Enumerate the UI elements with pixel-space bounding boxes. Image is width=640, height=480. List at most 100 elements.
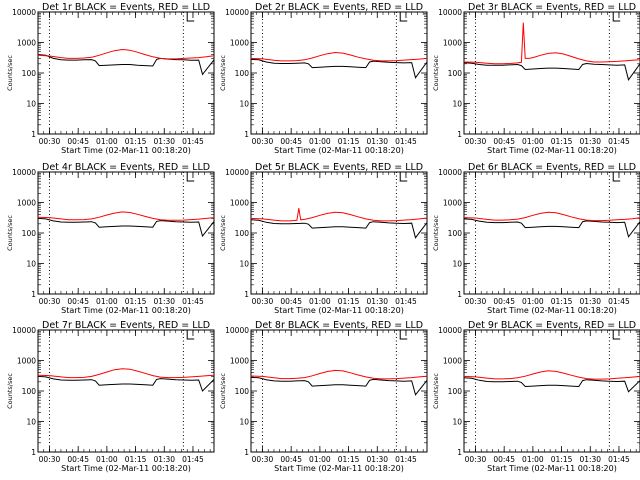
x-tick-label: 00:45 [280, 455, 302, 464]
plot-frame [250, 11, 428, 135]
y-tick-label: 100 [22, 387, 37, 396]
events-series-line [250, 58, 428, 79]
chart-panel-1: Det 1r BLACK = Events, RED = LLD 1 10 100 10… [6, 2, 215, 155]
y-tick-label: 1 [31, 448, 36, 457]
y-tick-label: 1000 [17, 357, 36, 366]
bracket-marker [612, 330, 621, 340]
x-tick-label: 00:30 [39, 455, 61, 464]
x-axis-label: Start Time (02-Mar-11 00:18:20) [61, 146, 191, 155]
events-series-line [37, 54, 215, 76]
x-axis-label: Start Time (02-Mar-11 00:18:20) [274, 306, 404, 315]
x-tick-label: 01:15 [551, 137, 573, 146]
y-axis-label: Counts/sec [6, 215, 14, 251]
x-tick-label: 01:30 [366, 297, 388, 306]
y-tick-label: 100 [235, 69, 250, 78]
y-tick-label: 1 [244, 290, 249, 299]
y-tick-label: 10 [26, 100, 36, 109]
x-tick-label: 01:15 [125, 137, 147, 146]
chart-title: Det 8r BLACK = Events, RED = LLD [255, 320, 423, 331]
y-tick-label: 10000 [12, 326, 36, 335]
x-tick-label: 01:45 [608, 137, 630, 146]
y-tick-label: 10 [26, 418, 36, 427]
x-tick-label: 01:45 [182, 455, 204, 464]
lld-series-line [250, 369, 428, 380]
y-tick-label: 100 [22, 229, 37, 238]
y-axis-label: Counts/sec [432, 55, 440, 91]
y-tick-label: 100 [448, 387, 463, 396]
x-tick-label: 00:45 [493, 455, 515, 464]
chart-title: Det 2r BLACK = Events, RED = LLD [255, 2, 423, 13]
x-tick-label: 00:45 [493, 137, 515, 146]
x-tick-label: 01:30 [153, 455, 175, 464]
plot-frame [37, 171, 215, 295]
plot-frame [463, 171, 640, 295]
x-tick-label: 00:30 [252, 455, 274, 464]
x-tick-label: 01:45 [395, 455, 417, 464]
x-tick-label: 01:30 [153, 137, 175, 146]
chart-title: Det 1r BLACK = Events, RED = LLD [42, 2, 210, 13]
x-tick-label: 01:15 [125, 455, 147, 464]
x-tick-label: 00:45 [67, 297, 89, 306]
y-tick-label: 10000 [438, 326, 462, 335]
chart-title: Det 7r BLACK = Events, RED = LLD [42, 320, 210, 331]
x-tick-label: 00:30 [465, 137, 487, 146]
x-tick-label: 00:45 [280, 297, 302, 306]
bracket-marker [612, 12, 621, 22]
x-axis-label: Start Time (02-Mar-11 00:18:20) [61, 464, 191, 473]
y-tick-label: 10 [452, 260, 462, 269]
events-series-line [37, 217, 215, 238]
x-tick-label: 00:30 [39, 297, 61, 306]
y-tick-label: 10 [452, 418, 462, 427]
y-axis-label: Counts/sec [219, 55, 227, 91]
y-tick-label: 1000 [230, 199, 249, 208]
x-axis-label: Start Time (02-Mar-11 00:18:20) [487, 146, 617, 155]
x-tick-label: 01:45 [608, 297, 630, 306]
y-axis-label: Counts/sec [6, 373, 14, 409]
y-tick-label: 1 [244, 130, 249, 139]
plot-frame [250, 329, 428, 453]
x-tick-label: 01:45 [182, 137, 204, 146]
y-tick-label: 10000 [225, 168, 249, 177]
x-tick-label: 00:30 [252, 297, 274, 306]
x-tick-label: 01:45 [395, 297, 417, 306]
y-tick-label: 10 [452, 100, 462, 109]
x-tick-label: 01:00 [309, 455, 331, 464]
chart-panel-7: Det 7r BLACK = Events, RED = LLD 1 10 100 10… [6, 320, 215, 473]
chart-panel-5: Det 5r BLACK = Events, RED = LLD 1 10 100 10… [219, 162, 428, 315]
y-tick-label: 100 [448, 69, 463, 78]
x-tick-label: 01:30 [153, 297, 175, 306]
x-tick-label: 01:00 [522, 455, 544, 464]
x-tick-label: 01:00 [309, 137, 331, 146]
plot-frame [250, 171, 428, 295]
plot-frame [463, 11, 640, 135]
y-tick-label: 100 [448, 229, 463, 238]
x-tick-label: 00:45 [280, 137, 302, 146]
x-tick-label: 01:15 [338, 455, 360, 464]
x-tick-label: 00:45 [67, 137, 89, 146]
y-tick-label: 10 [239, 100, 249, 109]
chart-title: Det 5r BLACK = Events, RED = LLD [255, 162, 423, 173]
lld-series-line [37, 48, 215, 60]
lld-series-line [250, 208, 428, 222]
y-tick-label: 1000 [17, 199, 36, 208]
x-tick-label: 01:30 [579, 297, 601, 306]
y-tick-label: 1000 [443, 39, 462, 48]
bracket-marker [399, 330, 408, 340]
plot-frame [463, 329, 640, 453]
x-tick-label: 00:30 [465, 455, 487, 464]
x-tick-label: 01:15 [551, 297, 573, 306]
x-tick-label: 01:30 [579, 455, 601, 464]
y-tick-label: 1 [457, 448, 462, 457]
x-tick-label: 01:00 [309, 297, 331, 306]
y-tick-label: 10 [26, 260, 36, 269]
lld-series-line [463, 22, 640, 65]
chart-panel-2: Det 2r BLACK = Events, RED = LLD 1 10 100 10… [219, 2, 428, 155]
bracket-marker [399, 172, 408, 182]
y-tick-label: 100 [22, 69, 37, 78]
plot-frame [37, 11, 215, 135]
lld-series-line [37, 368, 215, 379]
x-tick-label: 01:00 [96, 137, 118, 146]
chart-panel-3: Det 3r BLACK = Events, RED = LLD 1 10 100 10… [432, 2, 640, 155]
x-tick-label: 01:00 [96, 297, 118, 306]
